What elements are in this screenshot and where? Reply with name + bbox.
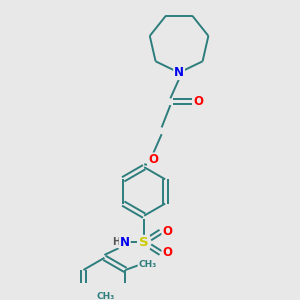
Text: CH₃: CH₃: [96, 292, 114, 300]
Text: N: N: [120, 236, 130, 249]
Text: S: S: [140, 236, 149, 249]
Text: O: O: [163, 247, 172, 260]
Text: N: N: [174, 66, 184, 79]
Text: O: O: [148, 153, 158, 167]
Text: O: O: [163, 225, 172, 238]
Text: CH₃: CH₃: [138, 260, 156, 268]
Text: H: H: [112, 237, 120, 247]
Text: O: O: [193, 95, 203, 108]
